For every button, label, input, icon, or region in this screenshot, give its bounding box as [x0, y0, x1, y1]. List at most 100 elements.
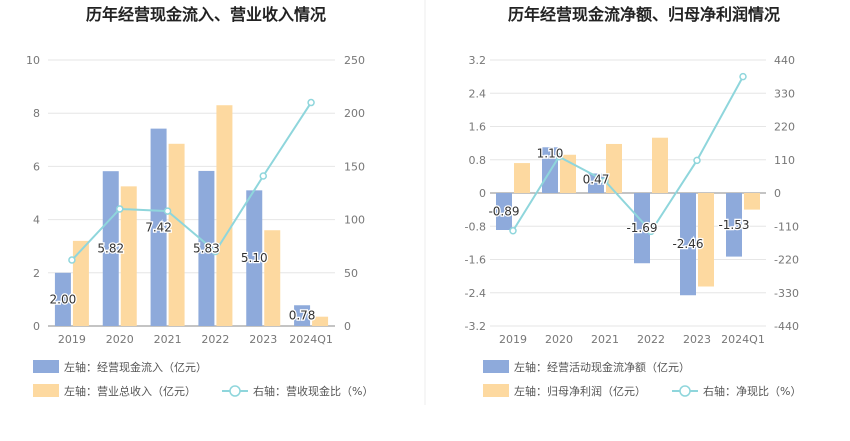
legend-label: 左轴：归母净利润（亿元）	[514, 384, 646, 398]
right-axis-tick-label: 200	[344, 107, 365, 120]
bar-series-2	[264, 230, 281, 326]
line-point	[68, 256, 76, 264]
left-axis-tick-label: -1.6	[465, 254, 486, 267]
chart-title: 历年经营现金流入、营业收入情况	[86, 5, 326, 24]
legend-swatch	[33, 360, 59, 373]
left-axis-tick-label: 6	[33, 160, 40, 173]
legend-swatch	[483, 360, 509, 373]
bar-data-label: -1.69	[626, 221, 657, 235]
bar-series-1	[54, 272, 71, 326]
bar-series-1	[150, 128, 167, 326]
right-axis-tick-label: 100	[344, 214, 365, 227]
line-point	[601, 177, 609, 185]
legend-swatch-marker	[229, 385, 241, 397]
bar-series-1	[246, 190, 263, 326]
right-axis-tick-label: 250	[344, 54, 365, 67]
bar-series-2	[606, 143, 622, 193]
legend-label: 左轴：经营活动现金流净额（亿元）	[514, 360, 690, 374]
right-axis-tick-label: 150	[344, 160, 365, 173]
x-axis-tick-label: 2023	[249, 333, 277, 346]
chart-panel-2: 历年经营现金流净额、归母净利润情况 -3.2 -2.4 -1.6 -0.8 0 0.8 1.6…	[465, 5, 802, 398]
x-axis-tick-label: 2020	[545, 333, 573, 346]
bar-series-1	[726, 193, 742, 257]
x-axis-tick-label: 2020	[106, 333, 134, 346]
line-point	[647, 227, 655, 236]
legend-label: 左轴：经营现金流入（亿元）	[64, 360, 207, 374]
x-axis-tick-label: 2021	[154, 333, 182, 346]
bar-data-label: 5.82	[97, 242, 124, 256]
legend-label: 右轴：营收现金比（%）	[253, 384, 373, 398]
right-axis-tick-label: -110	[774, 220, 799, 233]
left-axis-tick-label: 4	[33, 214, 40, 227]
chart-panel-1: 历年经营现金流入、营业收入情况0246810050100150200250201…	[26, 5, 373, 398]
bar-series-2	[744, 193, 760, 210]
right-axis-tick-label: 0	[344, 320, 351, 333]
line-point	[693, 156, 701, 165]
right-axis-tick-label: 110	[774, 154, 795, 167]
x-axis-tick-label: 2021	[591, 333, 619, 346]
x-axis-tick-label: 2024Q1	[289, 333, 333, 346]
line-series	[71, 102, 312, 261]
left-axis-tick-label: 2.4	[469, 87, 487, 100]
line-point	[307, 98, 315, 107]
legend-swatch-marker	[679, 385, 691, 397]
bar-data-label: 0.47	[583, 172, 610, 186]
right-axis-tick-label: 0	[774, 187, 781, 200]
bar-data-label: 0.78	[289, 309, 316, 323]
bar-data-label: -1.53	[718, 218, 749, 232]
right-axis-tick-label: 330	[774, 87, 795, 100]
line-point	[509, 227, 517, 235]
bar-data-label: -0.89	[488, 204, 519, 218]
left-axis-tick-label: 10	[26, 54, 40, 67]
bar-data-label: 7.42	[145, 220, 172, 234]
x-axis-tick-label: 2019	[58, 333, 86, 346]
left-axis-tick-label: 0.8	[469, 154, 487, 167]
bar-series-1	[680, 193, 696, 296]
bar-data-label: 5.83	[193, 241, 220, 255]
bar-series-1	[198, 170, 215, 326]
left-axis-tick-label: -0.8	[465, 220, 486, 233]
bar-series-1	[102, 171, 119, 326]
x-axis-tick-label: 2019	[499, 333, 527, 346]
bar-series-2	[652, 137, 668, 193]
bar-series-1	[294, 305, 311, 326]
line-point	[211, 247, 220, 256]
legend-swatch	[483, 384, 509, 397]
line-point	[555, 152, 563, 161]
x-axis-tick-label: 2022	[637, 333, 665, 346]
line-point	[163, 207, 172, 215]
left-axis-tick-label: 8	[33, 107, 40, 120]
bar-data-label: -2.46	[672, 237, 703, 251]
bar-series-2	[312, 316, 329, 326]
x-axis-tick-label: 2023	[683, 333, 711, 346]
bar-series-2	[514, 163, 530, 193]
bar-series-2	[168, 143, 185, 326]
left-axis-tick-label: -2.4	[465, 287, 486, 300]
line-point	[116, 205, 124, 213]
legend-swatch	[33, 384, 59, 397]
left-axis-tick-label: 0	[33, 320, 40, 333]
bar-series-2	[72, 240, 89, 326]
legend-label: 左轴：营业总收入（亿元）	[64, 384, 196, 398]
left-axis-tick-label: 3.2	[469, 54, 487, 67]
right-axis-tick-label: -220	[774, 254, 799, 267]
right-axis-tick-label: 50	[344, 267, 358, 280]
legend-label: 右轴：净现比（%）	[703, 384, 801, 398]
bar-series-1	[634, 193, 650, 264]
bar-data-label: 2.00	[50, 292, 77, 306]
bar-series-1	[496, 193, 512, 230]
right-axis-tick-label: 440	[774, 54, 795, 67]
left-axis-tick-label: 2	[33, 267, 40, 280]
right-axis-tick-label: -440	[774, 320, 799, 333]
bar-data-label: 1.10	[537, 146, 564, 160]
left-axis-tick-label: 0	[479, 187, 486, 200]
right-axis-tick-label: -330	[774, 287, 799, 300]
line-series	[512, 76, 744, 234]
x-axis-tick-label: 2024Q1	[721, 333, 765, 346]
right-axis-tick-label: 220	[774, 121, 795, 134]
bar-series-2	[698, 193, 714, 287]
line-point	[259, 172, 267, 180]
bar-data-label: 5.10	[241, 251, 268, 265]
